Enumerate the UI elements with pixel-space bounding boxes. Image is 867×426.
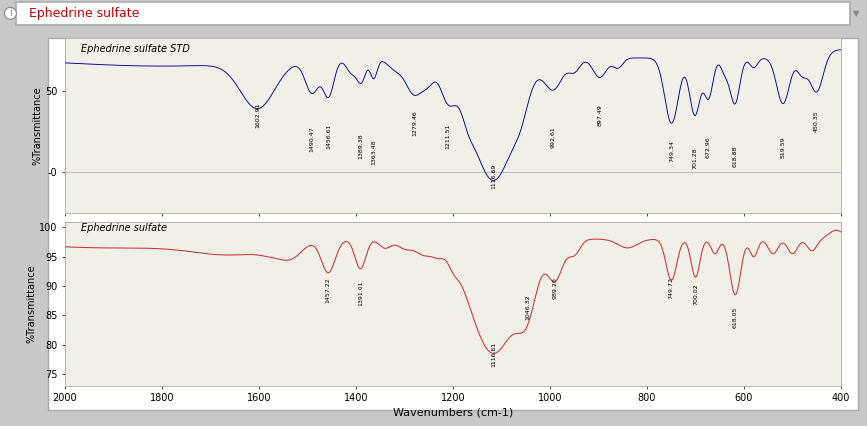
Text: 1046.32: 1046.32 [525,295,530,320]
Text: 672.96: 672.96 [706,136,711,158]
Text: 701.28: 701.28 [693,148,697,169]
Text: 1363.48: 1363.48 [371,140,376,165]
FancyBboxPatch shape [16,2,850,26]
Text: ▼: ▼ [853,9,860,18]
Text: Ephedrine sulfate STD: Ephedrine sulfate STD [81,43,189,54]
Text: 1457.22: 1457.22 [326,277,331,303]
Text: 1279.46: 1279.46 [412,110,417,136]
Text: 749.72: 749.72 [668,277,674,299]
Text: 1389.38: 1389.38 [359,133,363,158]
Text: Ephedrine sulfate: Ephedrine sulfate [29,7,139,20]
Text: 989.20: 989.20 [553,277,557,299]
Text: 450.35: 450.35 [814,110,819,132]
Y-axis label: %Transmittance: %Transmittance [32,86,42,165]
Text: i: i [9,8,12,18]
Text: 749.34: 749.34 [669,140,674,161]
Text: 1116.61: 1116.61 [491,342,496,367]
Text: Ephedrine sulfate: Ephedrine sulfate [81,223,166,233]
Text: 618.05: 618.05 [733,306,738,328]
Text: 992.61: 992.61 [551,127,556,148]
Text: 700.02: 700.02 [693,283,698,305]
Text: 897.49: 897.49 [597,104,603,126]
Text: 1490.47: 1490.47 [310,127,315,152]
Y-axis label: %Transmittance: %Transmittance [26,264,36,343]
FancyBboxPatch shape [48,37,858,410]
X-axis label: Wavenumbers (cm-1): Wavenumbers (cm-1) [393,407,513,417]
Text: 1456.61: 1456.61 [326,123,331,149]
Text: 1391.01: 1391.01 [358,280,363,305]
Text: 618.88: 618.88 [733,146,737,167]
Text: 1211.51: 1211.51 [445,123,450,149]
Text: 519.59: 519.59 [780,136,786,158]
Text: 1602.91: 1602.91 [255,102,260,127]
Text: 1116.69: 1116.69 [491,164,496,190]
